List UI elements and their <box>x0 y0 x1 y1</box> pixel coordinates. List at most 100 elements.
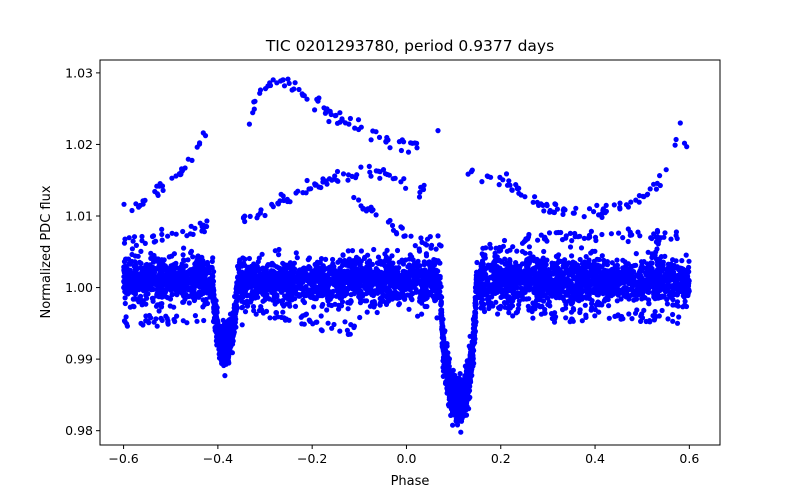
data-point <box>312 261 318 268</box>
data-point <box>500 271 507 277</box>
data-point <box>682 302 688 308</box>
data-point <box>633 262 639 268</box>
data-point <box>406 306 412 312</box>
data-point <box>164 286 170 292</box>
data-point <box>461 401 467 407</box>
chart-title: TIC 0201293780, period 0.9377 days <box>265 37 554 55</box>
data-point <box>395 269 401 275</box>
data-point <box>262 280 268 287</box>
data-point <box>620 265 626 271</box>
data-point <box>239 322 245 328</box>
data-point <box>181 245 187 251</box>
data-point <box>270 297 276 303</box>
data-point <box>204 261 211 267</box>
data-point <box>490 281 496 287</box>
data-point <box>433 246 439 252</box>
data-point <box>452 382 458 388</box>
data-point <box>456 395 462 401</box>
data-point <box>249 278 255 284</box>
data-point <box>555 277 561 283</box>
data-point <box>466 343 472 349</box>
data-point <box>213 298 219 304</box>
data-point <box>471 333 478 339</box>
data-point <box>251 261 257 267</box>
data-point <box>414 263 420 269</box>
data-point <box>156 266 162 272</box>
data-point <box>426 261 432 268</box>
data-point <box>622 259 628 265</box>
data-point <box>501 300 508 306</box>
data-point <box>569 253 575 259</box>
data-point <box>660 262 666 268</box>
data-point <box>624 272 631 278</box>
data-point <box>305 288 311 294</box>
data-point <box>561 261 567 267</box>
data-point <box>337 265 343 271</box>
data-point <box>280 298 286 304</box>
data-point <box>190 289 196 295</box>
data-point <box>516 302 522 308</box>
data-point <box>203 296 209 303</box>
data-point <box>549 293 555 299</box>
data-point <box>143 292 149 298</box>
data-point <box>519 248 526 255</box>
data-point <box>449 404 455 410</box>
data-point <box>122 283 128 289</box>
data-point <box>386 277 392 283</box>
data-point <box>280 309 286 315</box>
data-point <box>582 275 589 281</box>
data-point <box>516 298 523 304</box>
data-point <box>675 303 681 309</box>
data-point <box>457 371 463 377</box>
data-point <box>686 258 692 264</box>
data-point <box>337 257 343 263</box>
data-point <box>233 294 239 300</box>
data-point <box>210 273 216 279</box>
data-point <box>181 257 187 263</box>
data-point <box>575 285 582 291</box>
data-point <box>366 258 372 264</box>
data-point <box>303 292 309 299</box>
data-point <box>264 263 270 269</box>
data-point <box>496 278 502 284</box>
data-point <box>685 273 691 279</box>
data-point <box>191 297 197 304</box>
data-point <box>240 278 246 284</box>
data-point <box>536 276 542 282</box>
data-point <box>180 299 186 305</box>
data-point <box>293 250 299 256</box>
data-point <box>369 292 375 298</box>
data-point <box>450 408 456 414</box>
data-point <box>526 296 532 302</box>
data-point <box>130 296 136 302</box>
data-point <box>546 285 552 292</box>
data-point <box>674 292 680 298</box>
data-point <box>377 289 383 295</box>
data-point <box>601 281 608 288</box>
data-point <box>301 265 307 271</box>
data-point <box>608 279 614 285</box>
data-point <box>122 300 128 307</box>
data-point <box>345 273 352 279</box>
data-point <box>469 357 475 363</box>
data-point <box>364 276 370 282</box>
data-point <box>682 298 688 304</box>
data-point <box>578 265 584 271</box>
data-point <box>308 273 314 279</box>
data-point <box>479 258 486 264</box>
data-point <box>622 277 628 283</box>
data-point <box>202 301 208 308</box>
data-point <box>311 304 317 310</box>
data-point <box>542 292 549 298</box>
data-point <box>437 281 443 287</box>
data-point <box>672 280 678 286</box>
data-point <box>595 264 601 270</box>
data-point <box>575 297 581 303</box>
data-point <box>386 267 392 273</box>
data-point <box>249 291 255 297</box>
data-point <box>551 284 557 290</box>
data-point <box>318 256 325 262</box>
data-point <box>396 294 403 301</box>
data-point <box>502 256 508 262</box>
data-point <box>330 263 337 269</box>
